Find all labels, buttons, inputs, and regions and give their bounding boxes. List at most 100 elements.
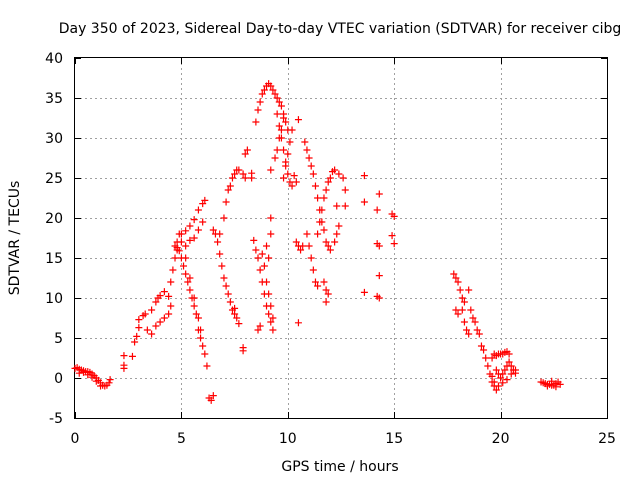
data-point [314,194,322,202]
data-point [303,230,311,238]
data-point [284,170,292,178]
data-point [463,326,471,334]
data-point [199,218,207,226]
data-point [105,379,113,387]
data-point [373,240,381,248]
y-tick-label: 10 [45,291,63,307]
data-point [318,206,326,214]
y-tick-label: 15 [45,251,63,267]
y-tick-label: 0 [54,371,63,387]
data-point [190,234,198,242]
data-point [241,174,249,182]
data-point [280,114,288,122]
data-point [171,254,179,262]
data-point [280,146,288,154]
data-point [552,383,560,391]
data-point [492,366,500,374]
data-point [88,373,96,381]
data-point [460,298,468,306]
data-point [258,250,266,258]
data-point [265,310,273,318]
data-point [267,302,275,310]
data-series [71,80,564,404]
data-point [156,318,164,326]
data-point [97,382,105,390]
data-point [252,246,260,254]
data-point [273,94,281,102]
data-point [360,172,368,180]
data-point [275,98,283,106]
data-point [277,134,285,142]
data-point [320,278,328,286]
data-point [475,330,483,338]
data-point [269,314,277,322]
data-point [507,370,515,378]
data-point [499,379,507,387]
data-point [265,290,273,298]
data-point [309,170,317,178]
y-tick-label: 20 [45,211,63,227]
data-point [299,242,307,250]
data-point [482,354,490,362]
data-point [460,318,468,326]
data-point [499,370,507,378]
data-point [288,182,296,190]
data-point [148,330,156,338]
data-point [152,298,160,306]
data-point [488,372,496,380]
data-point [286,178,294,186]
data-point [471,318,479,326]
data-point [263,242,271,250]
data-point [197,326,205,334]
data-point [277,102,285,110]
data-point [156,292,164,300]
data-point [182,227,190,235]
data-point [273,146,281,154]
data-point [243,146,251,154]
plot-frame [74,57,608,419]
data-point [333,202,341,210]
chart-title: Day 350 of 2023, Sidereal Day-to-day VTE… [59,21,622,37]
data-point [167,278,175,286]
data-point [307,162,315,170]
y-tick-label: 5 [54,331,63,347]
data-point [494,382,502,390]
data-point [80,368,88,376]
data-point [256,322,264,330]
data-point [235,166,243,174]
data-point [143,326,151,334]
data-point [282,162,290,170]
data-point [497,374,505,382]
y-tick-label: 40 [45,51,63,67]
data-point [267,82,275,90]
data-point [165,310,173,318]
data-point [226,182,234,190]
data-point [190,216,198,224]
x-tick-label: 10 [279,431,297,447]
data-point [92,377,100,385]
y-tick-label: 30 [45,131,63,147]
data-point [282,118,290,126]
data-point [201,196,209,204]
data-point [507,362,515,370]
data-point [373,206,381,214]
data-point [375,190,383,198]
data-point [309,266,317,274]
data-point [484,362,492,370]
data-point [233,314,241,322]
data-point [203,362,211,370]
data-point [248,174,256,182]
data-point [454,278,462,286]
y-tick-label: 25 [45,171,63,187]
data-point [197,334,205,342]
data-point [335,170,343,178]
data-point [556,380,564,388]
data-point [120,352,128,360]
x-tick-label: 5 [177,431,186,447]
x-tick-label: 0 [71,431,80,447]
data-point [326,174,334,182]
data-point [192,310,200,318]
data-point [160,314,168,322]
data-point [311,182,319,190]
data-point [458,306,466,314]
